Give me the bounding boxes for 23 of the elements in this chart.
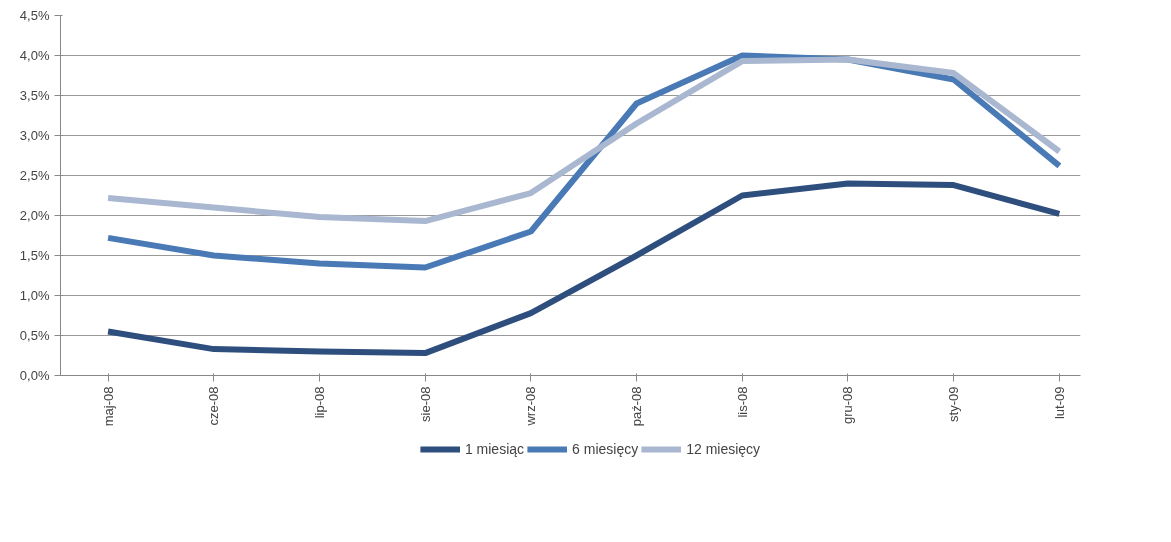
y-tick-label: 3,5% — [19, 88, 50, 103]
x-tick-label: lis-08 — [734, 386, 750, 418]
legend-label: 6 miesięcy — [572, 441, 639, 457]
x-tick-label: gru-08 — [840, 386, 856, 425]
y-tick-label: 0,0% — [19, 368, 50, 383]
legend-label: 12 miesięcy — [686, 441, 761, 457]
y-tick-label: 0,5% — [19, 328, 50, 343]
x-tick-label: cze-08 — [206, 386, 222, 426]
y-tick-label: 4,0% — [19, 48, 50, 63]
y-tick-label: 1,0% — [19, 288, 50, 303]
x-tick-label: wrz-08 — [523, 386, 539, 427]
y-tick-label: 3,0% — [19, 128, 50, 143]
y-tick-label: 2,5% — [19, 168, 50, 183]
x-tick-label: lip-08 — [311, 386, 327, 419]
x-tick-label: sty-09 — [946, 386, 962, 422]
x-tick-label: maj-08 — [100, 386, 116, 427]
y-tick-label: 4,5% — [19, 8, 50, 23]
legend-label: 1 miesiąc — [464, 441, 525, 457]
x-tick-label: paź-08 — [629, 386, 645, 427]
y-tick-label: 1,5% — [19, 248, 50, 263]
x-tick-label: sie-08 — [417, 386, 433, 422]
x-tick-label: lut-09 — [1051, 386, 1067, 420]
y-tick-label: 2,0% — [19, 208, 50, 223]
